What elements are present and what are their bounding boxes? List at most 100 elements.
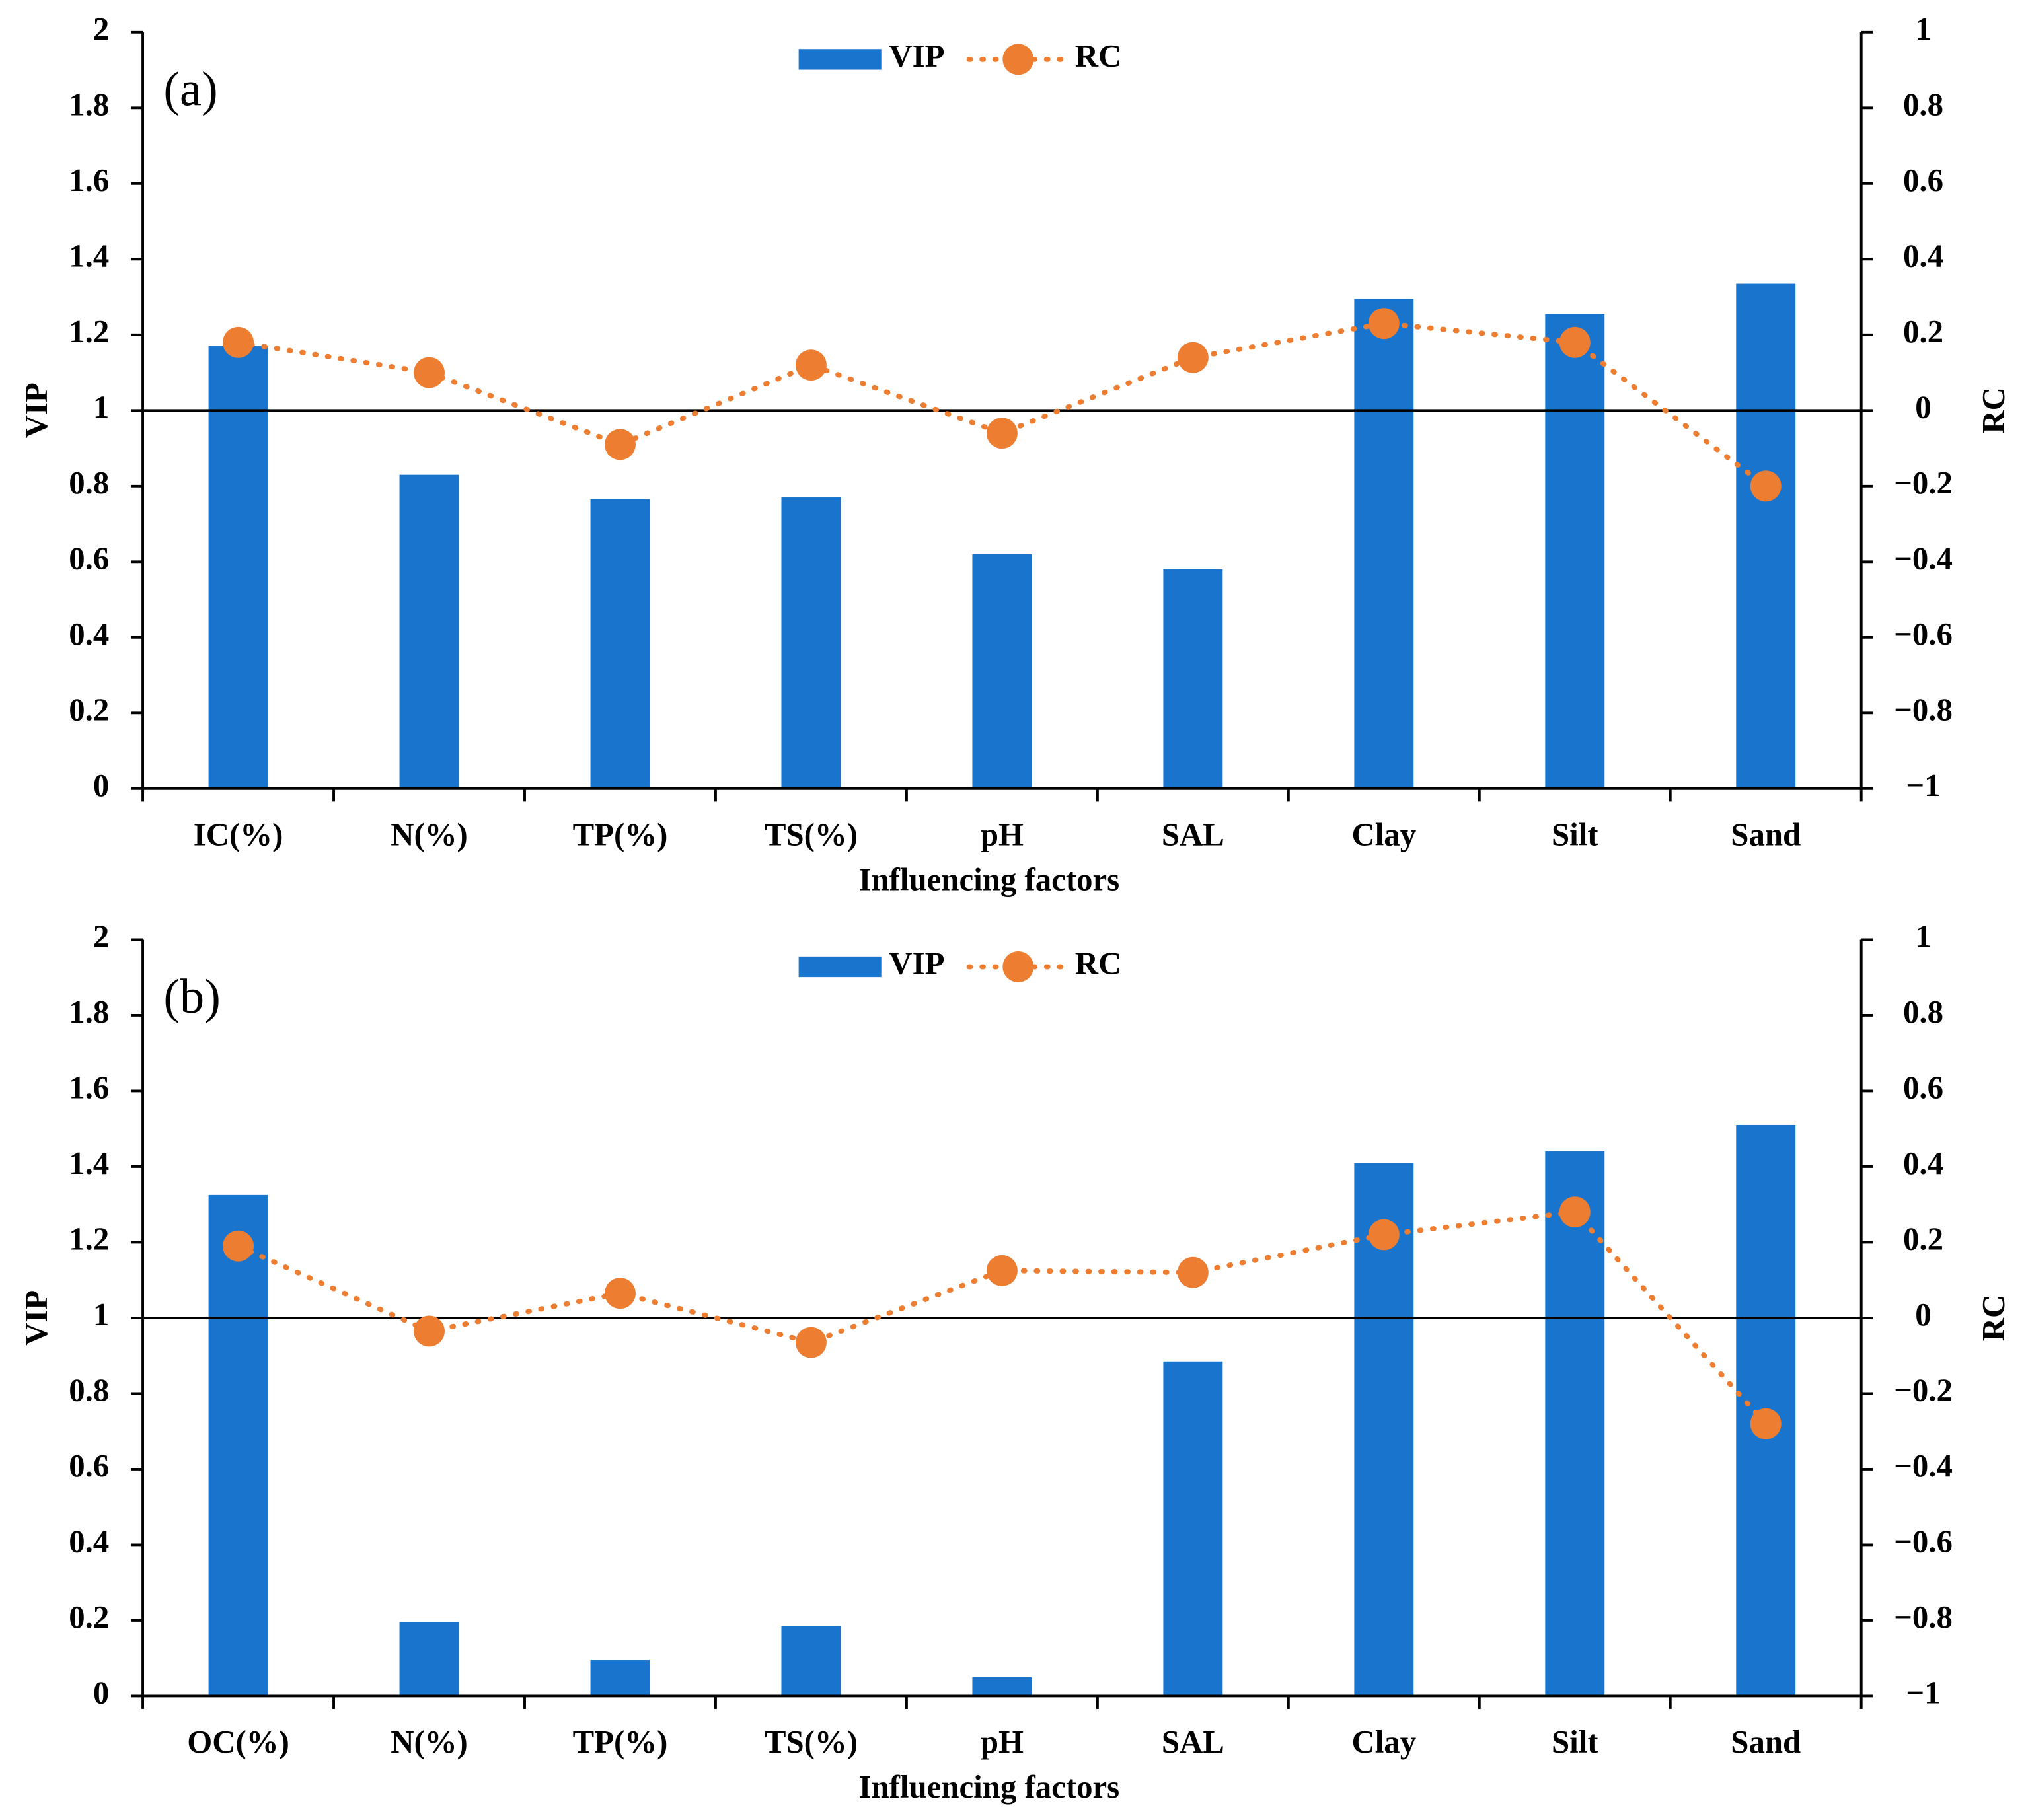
bar [972,554,1032,789]
y-tick-label: 0.8 [69,464,109,501]
rc-point [414,1315,445,1347]
bar [208,346,268,789]
bar [399,1622,459,1696]
x-tick-label: SAL [1162,816,1224,852]
rc-point [1368,308,1400,340]
legend-swatch [798,49,882,70]
x-tick-label: Sand [1731,1724,1801,1760]
bar [208,1194,268,1696]
y2-tick-label: −1 [1906,1675,1940,1711]
x-tick-label: TP(%) [573,1724,668,1760]
y-tick-label: 1.4 [69,1145,109,1181]
bar [781,497,841,789]
y-tick-label: 2 [93,11,109,47]
y-axis-title: VIP [18,1290,54,1346]
x-tick-label: N(%) [391,1724,468,1760]
chart-panel: OC(%) N(%) TP(%) TS(%) pH SAL Clay Silt Sand 0 0.2… [18,918,2011,1805]
y2-tick-label: −0.6 [1894,1523,1953,1560]
legend-swatch [798,956,882,978]
y-tick-label: 1 [93,1296,109,1332]
y2-tick-label: 0.8 [1903,994,1943,1030]
y2-tick-label: 0.4 [1903,1145,1943,1181]
y-tick-label: 1.4 [69,238,109,274]
y2-tick-label: 1 [1915,918,1931,955]
bar [1545,1151,1605,1696]
y-tick-label: 2 [93,918,109,955]
legend-label: VIP [889,38,944,74]
panel-label: (a) [163,63,217,117]
rc-point [414,357,445,388]
rc-point [1750,470,1782,502]
y2-tick-label: −0.2 [1894,1372,1953,1408]
legend-marker [1002,951,1034,982]
bar [1354,1163,1414,1696]
y2-axis-title: RC [1975,1295,2011,1342]
y-tick-label: 0.4 [69,616,109,652]
legend-label: VIP [889,945,944,982]
x-tick-label: SAL [1162,1724,1224,1760]
y2-tick-label: −0.8 [1894,1599,1953,1635]
rc-point [1177,342,1209,373]
x-tick-label: TP(%) [573,816,668,852]
bar [1736,283,1796,789]
y2-tick-label: −0.4 [1894,1447,1953,1484]
x-tick-label: Clay [1351,816,1416,852]
y2-tick-label: 0.2 [1903,313,1943,349]
y2-tick-label: −0.4 [1894,540,1953,577]
rc-point [795,349,827,381]
x-tick-label: pH [981,1724,1024,1760]
rc-point [1750,1408,1782,1439]
bar [399,474,459,789]
rc-point [223,326,254,358]
y2-tick-label: 0.6 [1903,1070,1943,1106]
x-tick-label: Clay [1351,1724,1416,1760]
y2-tick-label: 1 [1915,11,1931,47]
y2-tick-label: 0.8 [1903,87,1943,123]
y-tick-label: 1.2 [69,313,109,349]
x-tick-label: TS(%) [765,1724,858,1760]
bar [1163,1361,1223,1696]
x-tick-label: TS(%) [765,816,858,852]
legend-label: RC [1075,38,1122,74]
y-tick-label: 0.6 [69,1447,109,1484]
y-tick-label: 1.8 [69,87,109,123]
panel-label: (b) [163,970,221,1024]
y-tick-label: 0 [93,767,109,803]
rc-point [986,1255,1018,1286]
rc-point [223,1230,254,1262]
y2-tick-label: −0.2 [1894,464,1953,501]
y2-tick-label: 0.4 [1903,238,1943,274]
x-tick-label: pH [981,816,1024,852]
bar [590,499,650,789]
rc-point [986,418,1018,449]
rc-point [605,1278,636,1309]
legend-marker [1002,44,1034,75]
y2-tick-label: 0 [1915,1296,1931,1332]
y-tick-label: 0 [93,1675,109,1711]
y-tick-label: 1.6 [69,162,109,198]
bar [1354,299,1414,789]
x-tick-label: Silt [1552,1724,1598,1760]
y-tick-label: 0.6 [69,540,109,577]
x-tick-label: Sand [1731,816,1801,852]
rc-point [1177,1256,1209,1288]
rc-point [1559,1196,1591,1228]
y2-tick-label: 0.6 [1903,162,1943,198]
rc-line [235,1209,1769,1427]
bar [972,1677,1032,1696]
rc-point [1368,1219,1400,1251]
x-tick-label: N(%) [391,816,468,852]
y2-tick-label: 0.2 [1903,1221,1943,1257]
y2-tick-label: −0.8 [1894,692,1953,728]
bar [1545,314,1605,789]
y2-tick-label: 0 [1915,389,1931,425]
y-axis-title: VIP [18,382,54,438]
y-tick-label: 1.8 [69,994,109,1030]
x-axis-title: Influencing factors [859,861,1120,898]
bar [1163,569,1223,789]
y-tick-label: 1.6 [69,1070,109,1106]
x-tick-label: OC(%) [187,1724,289,1760]
bar [781,1626,841,1696]
y-tick-label: 1 [93,389,109,425]
